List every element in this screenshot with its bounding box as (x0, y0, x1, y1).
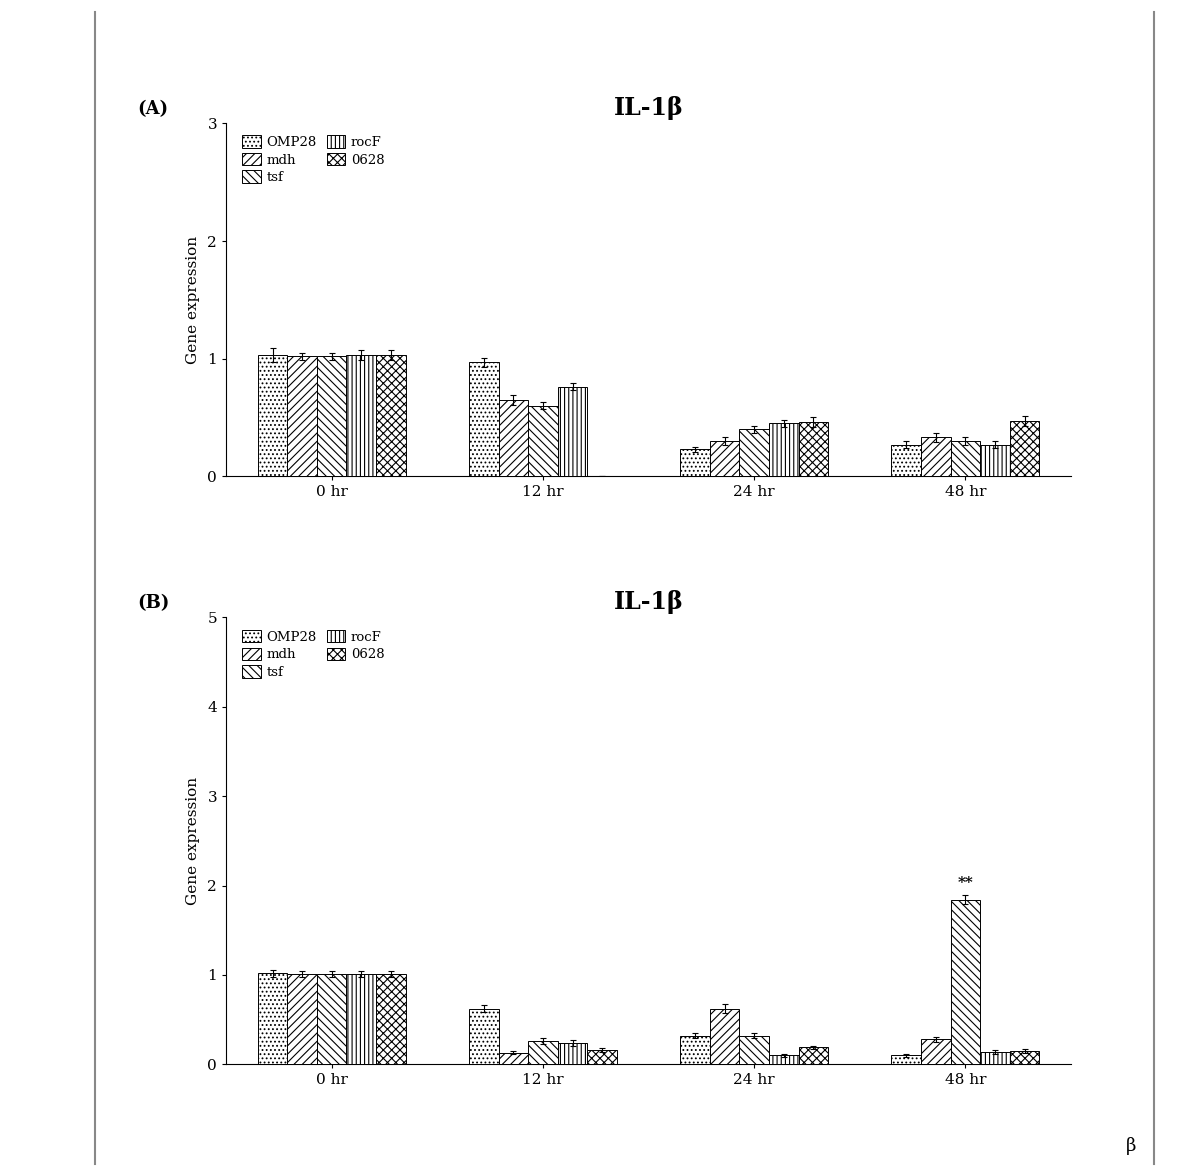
Bar (317, 974, 346, 1064)
Bar (287, 356, 317, 476)
Legend: OMP28, mdh, tsf, rocF, 0628: OMP28, mdh, tsf, rocF, 0628 (237, 129, 389, 189)
Bar (558, 1043, 588, 1064)
Legend: OMP28, mdh, tsf, rocF, 0628: OMP28, mdh, tsf, rocF, 0628 (237, 624, 389, 684)
Y-axis label: Gene expression: Gene expression (187, 236, 200, 363)
Bar (588, 1050, 616, 1064)
Bar (376, 974, 406, 1064)
Bar (921, 1040, 951, 1064)
Bar (1010, 1051, 1039, 1064)
Bar (346, 974, 376, 1064)
Bar (287, 974, 317, 1064)
Bar (798, 422, 828, 476)
Bar (739, 1036, 769, 1064)
Title: IL-1β: IL-1β (614, 590, 683, 614)
Bar (921, 437, 951, 476)
Text: **: ** (958, 876, 973, 890)
Bar (769, 1055, 798, 1064)
Bar (499, 400, 528, 476)
Bar (709, 441, 739, 476)
Bar (346, 355, 376, 476)
Text: (B): (B) (137, 594, 169, 612)
Bar (469, 1009, 499, 1064)
Bar (981, 445, 1010, 476)
Bar (739, 429, 769, 476)
Bar (681, 1036, 709, 1064)
Bar (1010, 421, 1039, 476)
Bar (258, 973, 287, 1064)
Text: (A): (A) (137, 100, 168, 118)
Bar (499, 1053, 528, 1064)
Bar (528, 1041, 558, 1064)
Bar (769, 423, 798, 476)
Y-axis label: Gene expression: Gene expression (187, 777, 200, 904)
Title: IL-1β: IL-1β (614, 96, 683, 120)
Bar (798, 1048, 828, 1064)
Bar (258, 355, 287, 476)
Bar (951, 441, 981, 476)
Text: β: β (1126, 1137, 1136, 1155)
Bar (709, 1009, 739, 1064)
Bar (528, 406, 558, 476)
Bar (469, 362, 499, 476)
Bar (681, 449, 709, 476)
Bar (891, 445, 921, 476)
Bar (558, 387, 588, 476)
Bar (376, 355, 406, 476)
Bar (317, 356, 346, 476)
Bar (891, 1055, 921, 1064)
Bar (951, 900, 981, 1064)
Bar (981, 1051, 1010, 1064)
